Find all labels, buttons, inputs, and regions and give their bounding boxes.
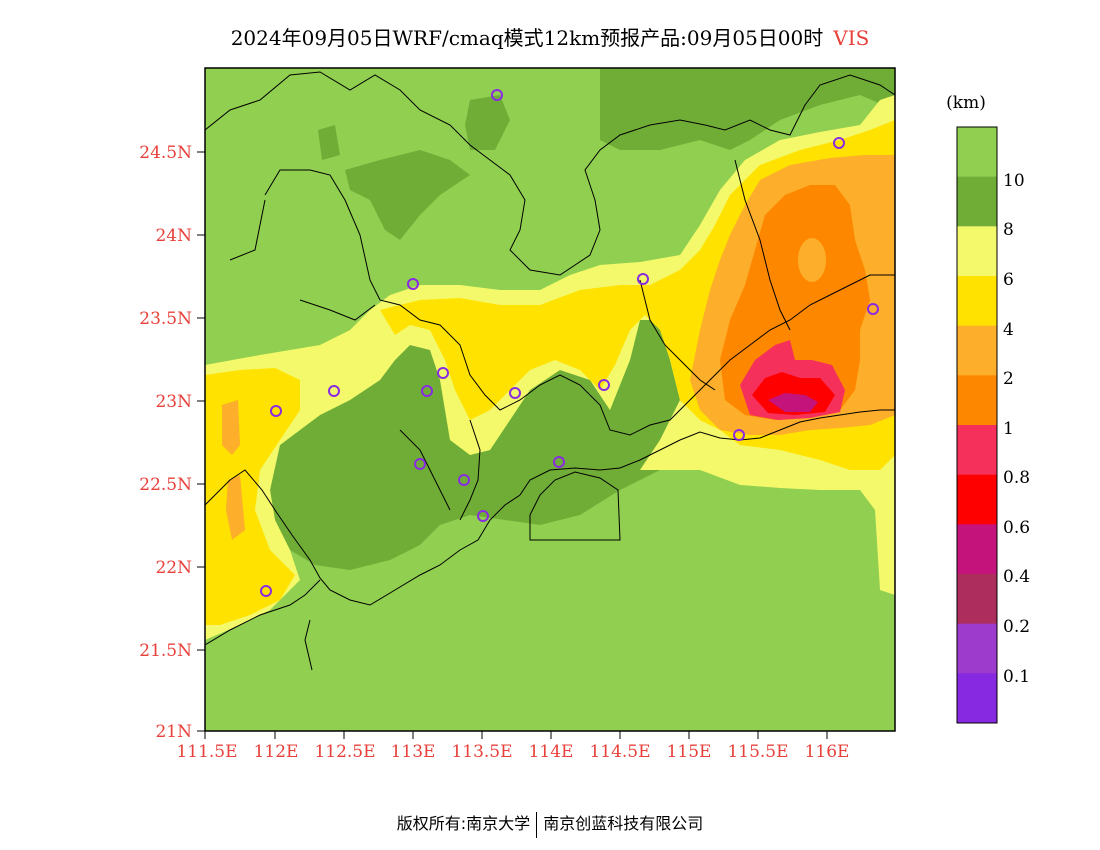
lon-label: 114E <box>529 742 574 762</box>
city-marker <box>477 510 489 522</box>
city-marker <box>421 385 433 397</box>
colorbar-swatch <box>957 673 997 724</box>
colorbar-swatch <box>957 226 997 277</box>
lat-label: 21N <box>155 722 192 742</box>
city-marker <box>491 89 503 101</box>
colorbar-swatch <box>957 574 997 625</box>
city-marker <box>637 273 649 285</box>
colorbar-label: 10 <box>1003 171 1025 191</box>
vis-band-8-north <box>600 68 895 150</box>
colorbar-swatch <box>957 127 997 178</box>
vis-band-8-nw-3 <box>318 125 340 160</box>
vis-band-2-west-1 <box>222 400 240 455</box>
city-marker <box>458 474 470 486</box>
lat-label: 24.5N <box>139 143 192 163</box>
lat-label: 24N <box>155 226 192 246</box>
lon-label: 111.5E <box>176 742 237 762</box>
colorbar-label: 8 <box>1003 220 1014 240</box>
lon-tick-marks <box>204 731 828 739</box>
colorbar-swatch <box>957 425 997 476</box>
colorbar-label: 0.4 <box>1003 567 1030 587</box>
city-marker <box>553 456 565 468</box>
vis-band-0-4 <box>768 393 818 412</box>
city-marker <box>414 458 426 470</box>
colorbar-swatch <box>957 375 997 426</box>
colorbar-swatch <box>957 524 997 575</box>
colorbar-frame <box>956 126 998 724</box>
city-marker <box>833 137 845 149</box>
lat-tick-marks <box>197 151 205 732</box>
city-marker <box>407 278 419 290</box>
vis-band-2-west-2 <box>226 475 245 540</box>
colorbar-swatches <box>957 127 997 724</box>
coastlines-boundaries <box>205 71 895 671</box>
visibility-field <box>205 68 895 731</box>
lon-label: 113.5E <box>451 742 512 762</box>
city-marker <box>733 429 745 441</box>
colorbar-unit: (km) <box>946 93 986 113</box>
title-variable: VIS <box>833 26 870 50</box>
colorbar-swatch <box>957 276 997 327</box>
colorbar-swatch <box>957 623 997 674</box>
vis-band-2-pocket <box>798 238 826 282</box>
lon-label: 113E <box>391 742 436 762</box>
lon-label: 114.5E <box>589 742 650 762</box>
title-main: 2024年09月05日WRF/cmaq模式12km预报产品:09月05日00时 <box>230 26 824 50</box>
lat-label: 21.5N <box>139 641 192 661</box>
lon-label: 112E <box>254 742 299 762</box>
lat-label: 23N <box>155 392 192 412</box>
vis-band-8-nw-1 <box>345 150 470 240</box>
vis-band-8-nw-2 <box>465 95 510 150</box>
footer-divider <box>536 811 538 838</box>
map-frame <box>204 67 896 732</box>
lat-labels: 24.5N 24N 23.5N 23N 22.5N 22N 21.5N 21N <box>139 143 192 742</box>
lon-labels: 111.5E 112E 112.5E 113E 113.5E 114E 114.… <box>176 742 849 762</box>
vis-band-8-south <box>270 315 860 570</box>
lat-label: 23.5N <box>139 309 192 329</box>
lon-label: 116E <box>805 742 850 762</box>
colorbar: (km) 10 8 6 4 2 1 0.8 0.6 0.4 0.2 0.1 <box>946 93 1030 724</box>
colorbar-label: 0.2 <box>1003 617 1030 637</box>
city-marker <box>328 385 340 397</box>
colorbar-label: 2 <box>1003 369 1014 389</box>
map-title: 2024年09月05日WRF/cmaq模式12km预报产品:09月05日00时 V… <box>0 22 1100 51</box>
footer-company: 南京创蓝科技有限公司 <box>543 814 704 833</box>
city-marker <box>437 367 449 379</box>
colorbar-swatch <box>957 176 997 227</box>
colorbar-label: 0.1 <box>1003 667 1030 687</box>
lon-label: 112.5E <box>314 742 375 762</box>
colorbar-label: 4 <box>1003 320 1014 340</box>
lat-label: 22N <box>155 558 192 578</box>
lon-label: 115E <box>667 742 712 762</box>
city-markers <box>260 89 879 597</box>
lon-label: 115.5E <box>727 742 788 762</box>
colorbar-swatch <box>957 474 997 525</box>
colorbar-swatch <box>957 325 997 376</box>
colorbar-label: 6 <box>1003 270 1014 290</box>
city-marker <box>270 405 282 417</box>
lat-label: 22.5N <box>139 475 192 495</box>
city-marker <box>867 303 879 315</box>
colorbar-label: 0.8 <box>1003 468 1030 488</box>
colorbar-label: 1 <box>1003 419 1014 439</box>
city-marker <box>509 387 521 399</box>
footer-copyright: 版权所有:南京大学 <box>396 814 531 833</box>
city-marker <box>260 585 272 597</box>
footer: 版权所有:南京大学 南京创蓝科技有限公司 <box>0 810 1100 838</box>
colorbar-label: 0.6 <box>1003 518 1030 538</box>
city-marker <box>598 379 610 391</box>
colorbar-labels: 10 8 6 4 2 1 0.8 0.6 0.4 0.2 0.1 <box>1003 171 1030 687</box>
